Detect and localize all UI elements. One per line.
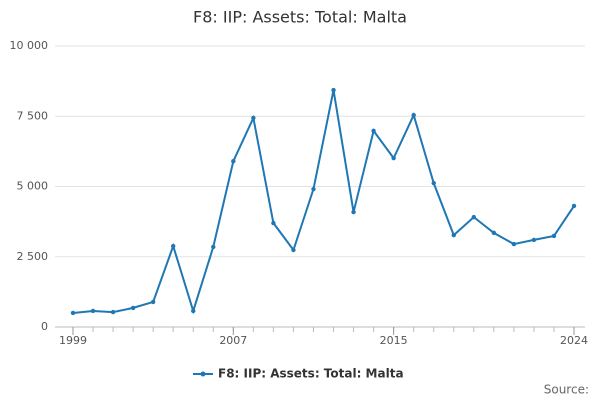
point [511,241,517,247]
point [471,214,476,220]
point [531,237,537,243]
series-line [72,89,575,315]
x-tick-label: 2007 [219,334,247,347]
point [211,244,216,250]
point [331,87,336,93]
point [451,232,456,238]
chart-title: F8: IIP: Assets: Total: Malta [193,8,407,27]
point [150,299,156,305]
point [551,233,557,239]
point [271,220,276,226]
point [90,308,96,314]
point [291,247,296,253]
point [110,309,116,315]
point [571,203,577,209]
point [491,230,497,236]
point [431,180,436,186]
point [251,115,256,121]
point [231,159,236,164]
point [411,112,416,118]
y-tick-label: 5 000 [17,180,49,193]
point [371,128,376,134]
y-tick-label: 7 500 [17,109,49,122]
source: Source: [544,383,589,397]
point [351,209,356,215]
x-tick-label: 1999 [59,334,87,347]
point [130,305,136,311]
legend-label: F8: IIP: Assets: Total: Malta [218,367,404,381]
y-tick-label: 2 500 [17,250,49,263]
x-tick-label: 2015 [380,334,408,347]
y-tick-label: 10 000 [10,39,49,52]
point [311,186,316,192]
point [391,155,396,161]
point [191,308,196,314]
legend-marker [200,371,206,377]
point [171,243,176,249]
point [70,310,76,316]
y-tick-label: 0 [41,320,48,333]
x-tick-label: 2024 [560,334,588,347]
